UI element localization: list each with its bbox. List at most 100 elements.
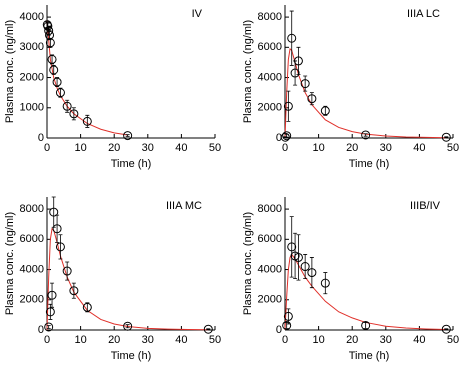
data-point (47, 54, 57, 64)
y-tick-label: 4000 (258, 71, 282, 83)
y-tick-label: 0 (276, 324, 282, 336)
x-tick-label: 30 (142, 334, 154, 346)
x-tick-label: 20 (346, 334, 358, 346)
x-tick-label: 10 (312, 334, 324, 346)
error-bar (286, 308, 291, 325)
y-tick-label: 2000 (258, 102, 282, 114)
x-tick-label: 20 (108, 334, 120, 346)
error-bar (125, 134, 130, 137)
error-bar (363, 133, 368, 137)
x-tick-label: 0 (282, 142, 288, 154)
y-tick-label: 0 (38, 324, 44, 336)
data-point (52, 224, 62, 234)
x-tick-label: 40 (175, 142, 187, 154)
y-tick-label: 4000 (20, 263, 44, 275)
error-bar (323, 272, 328, 295)
x-tick-label: 50 (209, 334, 221, 346)
y-tick-label: 1000 (20, 102, 44, 114)
data-point (45, 38, 55, 48)
data-point (307, 268, 317, 278)
panel-title: IIIB/IV (410, 200, 441, 212)
data-point (69, 109, 79, 119)
data-point (45, 307, 55, 317)
data-point (44, 322, 54, 332)
data-point (320, 106, 330, 116)
y-tick-label: 0 (276, 132, 282, 144)
data-point (47, 290, 57, 300)
y-tick-label: 6000 (258, 41, 282, 53)
x-tick-label: 10 (312, 142, 324, 154)
error-bar (55, 214, 60, 243)
error-bar (48, 37, 53, 48)
error-bar (303, 75, 308, 92)
y-tick-label: 6000 (258, 233, 282, 245)
y-tick-label: 6000 (20, 233, 44, 245)
y-tick-label: 8000 (20, 203, 44, 215)
data-point (300, 262, 310, 272)
data-point (44, 26, 54, 36)
x-tick-label: 30 (142, 142, 154, 154)
error-bar (50, 282, 55, 308)
error-bar (309, 257, 314, 289)
error-bar (46, 325, 51, 329)
error-bar (303, 254, 308, 280)
data-point (280, 132, 290, 142)
x-axis-label: Time (h) (111, 158, 152, 170)
data-point (320, 278, 330, 288)
data-point (287, 242, 297, 252)
y-tick-label: 4000 (20, 11, 44, 23)
error-bar (286, 90, 291, 122)
x-tick-label: 10 (74, 142, 86, 154)
y-tick-label: 3000 (20, 41, 44, 53)
data-point (283, 311, 293, 321)
data-point (55, 242, 65, 252)
x-axis-label: Time (h) (111, 350, 152, 362)
x-axis-label: Time (h) (349, 350, 390, 362)
y-tick-label: 2000 (258, 294, 282, 306)
error-bar (58, 87, 63, 98)
data-point (62, 266, 72, 276)
error-bar (65, 261, 70, 281)
error-bar (289, 10, 294, 66)
y-tick-label: 2000 (20, 71, 44, 83)
data-point (441, 132, 451, 142)
data-point (361, 320, 371, 330)
y-tick-label: 2000 (20, 294, 44, 306)
panel-title: IIIA LC (407, 8, 440, 20)
data-point (203, 324, 213, 334)
x-tick-label: 50 (209, 142, 221, 154)
y-axis-label: Plasma conc. (ng/ml) (4, 20, 16, 123)
panel-title: IIIA MC (166, 200, 202, 212)
x-tick-label: 20 (346, 142, 358, 154)
x-tick-label: 40 (413, 334, 425, 346)
data-point (43, 21, 53, 31)
data-point (52, 77, 62, 87)
x-tick-label: 0 (282, 334, 288, 346)
error-bar (58, 234, 63, 260)
error-bar (51, 196, 56, 228)
y-tick-label: 4000 (258, 263, 282, 275)
data-point (82, 116, 92, 126)
data-point (293, 252, 303, 262)
y-axis-label: Plasma conc. (ng/ml) (242, 20, 254, 123)
fit-curve (284, 47, 447, 139)
error-bar (71, 282, 76, 299)
x-tick-label: 50 (447, 334, 459, 346)
panel-title: IV (192, 8, 203, 20)
y-tick-label: 8000 (258, 203, 282, 215)
x-axis-label: Time (h) (349, 158, 390, 170)
data-point (293, 56, 303, 66)
data-point (361, 130, 371, 140)
x-tick-label: 40 (413, 142, 425, 154)
x-tick-label: 50 (447, 142, 459, 154)
error-bar (125, 324, 130, 329)
x-tick-label: 10 (74, 334, 86, 346)
error-bar (296, 46, 301, 75)
error-bar (51, 65, 56, 75)
data-point (287, 33, 297, 43)
data-point (290, 68, 300, 78)
error-bar (55, 77, 60, 88)
data-point (62, 101, 72, 111)
y-axis-label: Plasma conc. (ng/ml) (4, 212, 16, 315)
